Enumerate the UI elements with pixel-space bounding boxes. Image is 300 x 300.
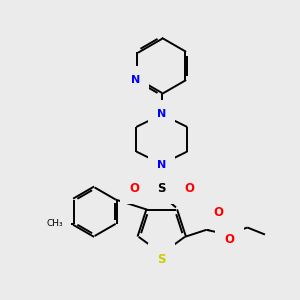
Text: O: O [225, 233, 235, 246]
Text: N: N [157, 160, 167, 170]
Text: O: O [129, 182, 140, 195]
Text: O: O [184, 182, 194, 195]
Text: CH₃: CH₃ [47, 219, 64, 228]
Text: S: S [158, 182, 166, 195]
Text: N: N [157, 109, 167, 118]
Text: O: O [214, 206, 224, 219]
Text: N: N [131, 75, 140, 85]
Text: S: S [158, 253, 166, 266]
